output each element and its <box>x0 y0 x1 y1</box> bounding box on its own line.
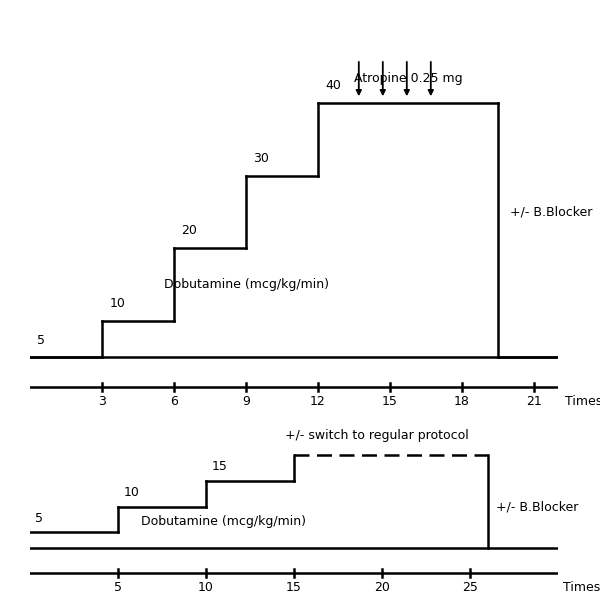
Text: 10: 10 <box>198 581 214 594</box>
Text: Times (min): Times (min) <box>565 395 600 408</box>
Text: +/- switch to regular protocol: +/- switch to regular protocol <box>285 429 469 442</box>
Text: Atropine 0.25 mg: Atropine 0.25 mg <box>354 71 463 85</box>
Text: 15: 15 <box>286 581 302 594</box>
Text: Dobutamine (mcg/kg/min): Dobutamine (mcg/kg/min) <box>163 278 329 291</box>
Text: 10: 10 <box>109 297 125 310</box>
Text: 21: 21 <box>526 395 542 408</box>
Text: 5: 5 <box>114 581 122 594</box>
Text: +/- B.Blocker: +/- B.Blocker <box>496 500 579 513</box>
Text: Times (min): Times (min) <box>563 581 600 594</box>
Text: 40: 40 <box>325 79 341 92</box>
Text: 3: 3 <box>98 395 106 408</box>
Text: 9: 9 <box>242 395 250 408</box>
Text: 15: 15 <box>211 460 227 473</box>
Text: 10: 10 <box>123 486 139 499</box>
Text: 18: 18 <box>454 395 470 408</box>
Text: 6: 6 <box>170 395 178 408</box>
Text: Dobutamine (mcg/kg/min): Dobutamine (mcg/kg/min) <box>141 515 306 529</box>
Text: 20: 20 <box>181 224 197 238</box>
Text: 5: 5 <box>35 512 43 524</box>
Text: 5: 5 <box>37 334 45 347</box>
Text: 30: 30 <box>253 152 269 164</box>
Text: 15: 15 <box>382 395 398 408</box>
Text: 12: 12 <box>310 395 326 408</box>
Text: +/- B.Blocker: +/- B.Blocker <box>510 205 592 218</box>
Text: 25: 25 <box>462 581 478 594</box>
Text: 20: 20 <box>374 581 390 594</box>
